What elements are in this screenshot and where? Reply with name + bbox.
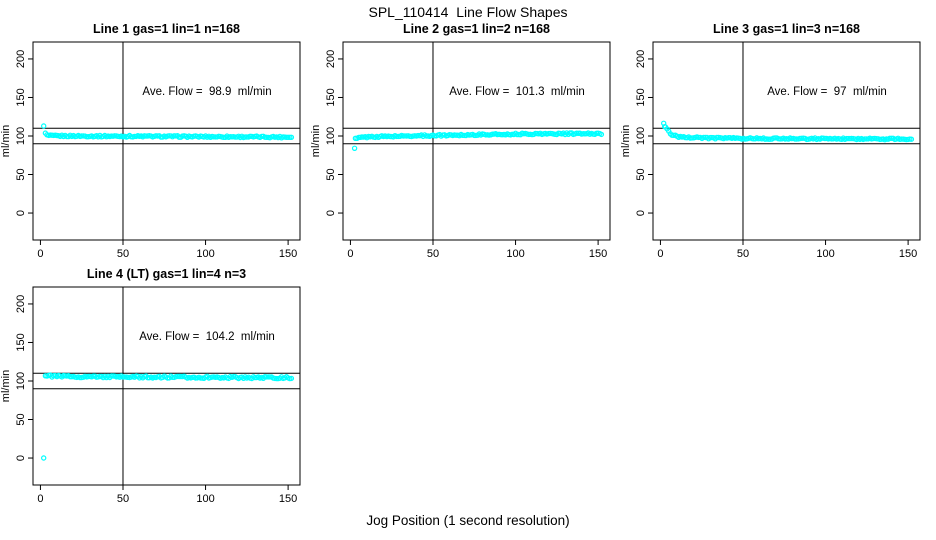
subplot-canvas: 0 50 100 150 0 50 100 150 200 ml/min [310,41,611,260]
svg-text:150: 150 [279,248,297,260]
svg-text:0: 0 [37,248,43,260]
svg-text:100: 100 [635,127,647,145]
svg-text:200: 200 [325,50,337,68]
svg-text:0: 0 [15,210,27,216]
svg-text:150: 150 [899,248,917,260]
subplot-line4: Line 4 (LT) gas=1 lin=4 n=3 0 50 100 150 0 50… [0,265,320,517]
svg-text:ml/min: ml/min [0,370,12,402]
svg-text:200: 200 [15,295,27,313]
svg-text:ml/min: ml/min [0,125,12,157]
svg-text:ml/min: ml/min [620,125,632,157]
ave-flow-annotation: Ave. Flow = 98.9 ml/min [142,86,272,98]
ave-flow-annotation: Ave. Flow = 104.2 ml/min [139,331,275,343]
svg-text:100: 100 [15,372,27,390]
subplot-line1: Line 1 gas=1 lin=1 n=168 0 50 100 150 0 50 100… [0,20,320,272]
svg-text:150: 150 [589,248,607,260]
svg-text:150: 150 [635,88,647,106]
subplot-canvas: 0 50 100 150 0 50 100 150 200 ml/min [0,286,301,505]
subplot-canvas: 0 50 100 150 0 50 100 150 200 ml/min [0,41,301,260]
svg-text:200: 200 [15,50,27,68]
subplot-title: Line 3 gas=1 lin=3 n=168 [713,22,860,36]
svg-text:100: 100 [196,493,214,505]
svg-text:50: 50 [117,248,129,260]
svg-text:50: 50 [635,168,647,180]
svg-text:100: 100 [816,248,834,260]
svg-text:100: 100 [325,127,337,145]
svg-text:50: 50 [15,168,27,180]
subplot-line2: Line 2 gas=1 lin=2 n=168 0 50 100 150 0 50 100… [310,20,630,272]
svg-text:50: 50 [15,413,27,425]
svg-text:50: 50 [325,168,337,180]
svg-text:50: 50 [427,248,439,260]
subplot-canvas: 0 50 100 150 0 50 100 150 200 ml/min [620,41,921,260]
svg-text:150: 150 [15,333,27,351]
svg-text:100: 100 [506,248,524,260]
subplot-title: Line 2 gas=1 lin=2 n=168 [403,22,550,36]
subplot-title: Line 4 (LT) gas=1 lin=4 n=3 [86,267,247,281]
svg-text:0: 0 [325,210,337,216]
svg-text:0: 0 [635,210,647,216]
svg-text:100: 100 [196,248,214,260]
svg-text:0: 0 [657,248,663,260]
svg-text:0: 0 [37,493,43,505]
chart-title: SPL_110414 Line Flow Shapes [368,4,568,20]
svg-text:0: 0 [347,248,353,260]
svg-text:150: 150 [279,493,297,505]
x-axis-label: Jog Position (1 second resolution) [366,513,570,528]
subplot-title: Line 1 gas=1 lin=1 n=168 [93,22,240,36]
subplot-line3: Line 3 gas=1 lin=3 n=168 0 50 100 150 0 50 100… [620,20,936,272]
svg-text:0: 0 [15,455,27,461]
svg-text:ml/min: ml/min [310,125,322,157]
svg-text:150: 150 [325,88,337,106]
ave-flow-annotation: Ave. Flow = 101.3 ml/min [449,86,585,98]
svg-text:50: 50 [117,493,129,505]
ave-flow-annotation: Ave. Flow = 97 ml/min [767,86,887,98]
svg-text:100: 100 [15,127,27,145]
svg-text:200: 200 [635,50,647,68]
svg-text:150: 150 [15,88,27,106]
svg-text:50: 50 [737,248,749,260]
